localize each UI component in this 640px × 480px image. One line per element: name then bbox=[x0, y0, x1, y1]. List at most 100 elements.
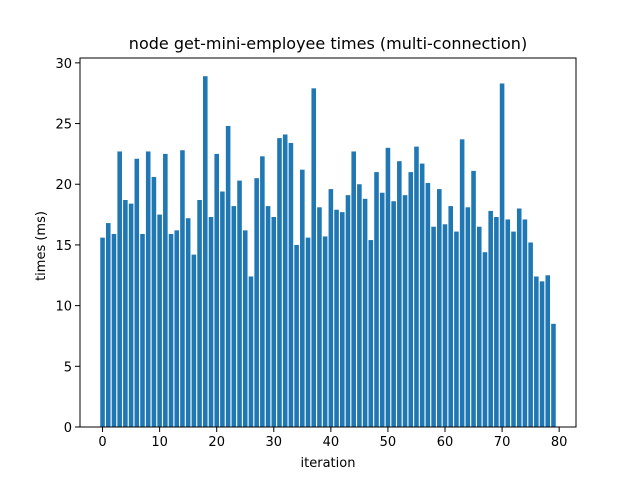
chart-title: node get-mini-employee times (multi-conn… bbox=[129, 34, 527, 53]
bar-32 bbox=[282, 134, 288, 427]
bar-68 bbox=[488, 210, 493, 427]
bar-10 bbox=[157, 214, 162, 427]
bar-15 bbox=[185, 218, 191, 427]
bar-34 bbox=[294, 244, 299, 427]
bar-53 bbox=[402, 195, 408, 427]
y-tick-label: 10 bbox=[55, 300, 72, 315]
x-tick-label: 60 bbox=[437, 435, 454, 450]
bar-41 bbox=[334, 209, 339, 427]
bar-72 bbox=[511, 231, 516, 427]
bar-12 bbox=[168, 234, 174, 427]
bar-14 bbox=[180, 150, 185, 427]
bar-63 bbox=[459, 139, 465, 427]
bar-8 bbox=[145, 151, 151, 427]
bar-76 bbox=[534, 276, 539, 427]
bar-74 bbox=[522, 219, 528, 427]
bar-38 bbox=[317, 207, 322, 427]
y-axis-label: times (ms) bbox=[34, 211, 49, 281]
bar-79 bbox=[551, 323, 556, 427]
bar-66 bbox=[476, 226, 482, 427]
bar-33 bbox=[288, 142, 294, 427]
bar-59 bbox=[437, 189, 442, 427]
x-tick-label: 40 bbox=[323, 435, 340, 450]
bar-46 bbox=[362, 198, 368, 427]
x-tick-label: 10 bbox=[151, 435, 168, 450]
y-tick-label: 20 bbox=[55, 178, 72, 193]
x-axis-label: iteration bbox=[301, 456, 356, 471]
bar-1 bbox=[105, 223, 111, 427]
bar-70 bbox=[499, 83, 505, 428]
bar-45 bbox=[357, 184, 362, 427]
bar-30 bbox=[271, 217, 277, 427]
bar-77 bbox=[539, 281, 545, 427]
bar-69 bbox=[494, 217, 499, 427]
bar-19 bbox=[208, 217, 214, 427]
bar-31 bbox=[277, 138, 282, 428]
axes-frame bbox=[79, 57, 577, 428]
bar-43 bbox=[345, 195, 351, 427]
bar-75 bbox=[528, 242, 533, 427]
bar-20 bbox=[214, 153, 219, 427]
bar-64 bbox=[465, 207, 471, 427]
bar-6 bbox=[134, 158, 140, 427]
bar-60 bbox=[442, 224, 448, 427]
bar-73 bbox=[516, 208, 522, 427]
bar-67 bbox=[482, 252, 488, 427]
bar-2 bbox=[111, 234, 117, 427]
y-tick-label: 0 bbox=[64, 421, 72, 436]
y-axis-ticks: 0 5 10 15 20 25 30 bbox=[55, 57, 80, 436]
bars-group bbox=[100, 76, 556, 428]
bar-29 bbox=[265, 206, 271, 427]
y-tick-label: 5 bbox=[64, 360, 72, 375]
bar-25 bbox=[242, 230, 248, 427]
bar-26 bbox=[248, 276, 254, 427]
bar-52 bbox=[397, 161, 402, 428]
bar-27 bbox=[254, 178, 259, 427]
y-tick-label: 15 bbox=[55, 239, 72, 254]
x-tick-label: 80 bbox=[551, 435, 568, 450]
bar-3 bbox=[117, 151, 122, 427]
bar-0 bbox=[100, 237, 105, 427]
bar-58 bbox=[431, 226, 436, 427]
bar-18 bbox=[203, 76, 208, 428]
bar-78 bbox=[545, 275, 551, 427]
bar-56 bbox=[419, 163, 425, 427]
bar-17 bbox=[197, 200, 202, 427]
bar-24 bbox=[237, 180, 242, 427]
bar-42 bbox=[339, 212, 345, 427]
bar-37 bbox=[311, 88, 317, 427]
bar-22 bbox=[225, 125, 231, 427]
x-tick-label: 20 bbox=[208, 435, 225, 450]
bar-62 bbox=[454, 231, 459, 427]
bar-71 bbox=[505, 219, 511, 427]
x-tick-label: 50 bbox=[380, 435, 397, 450]
bar-13 bbox=[174, 230, 180, 427]
bar-21 bbox=[220, 191, 225, 427]
bar-16 bbox=[191, 254, 197, 427]
bar-65 bbox=[471, 170, 476, 427]
bar-50 bbox=[385, 147, 391, 427]
bar-40 bbox=[328, 189, 334, 427]
bar-7 bbox=[140, 234, 145, 427]
bar-49 bbox=[379, 192, 385, 427]
bar-57 bbox=[425, 183, 431, 427]
bar-51 bbox=[391, 201, 396, 427]
bar-23 bbox=[231, 206, 237, 427]
bar-54 bbox=[408, 172, 414, 427]
bar-47 bbox=[368, 240, 374, 427]
x-tick-label: 70 bbox=[494, 435, 511, 450]
x-tick-label: 0 bbox=[98, 435, 106, 450]
bar-39 bbox=[322, 236, 328, 427]
bar-28 bbox=[260, 156, 265, 427]
y-tick-label: 30 bbox=[55, 57, 72, 72]
bar-44 bbox=[351, 151, 356, 427]
bar-55 bbox=[414, 146, 419, 428]
bar-4 bbox=[123, 200, 128, 427]
bar-61 bbox=[448, 206, 453, 427]
bar-35 bbox=[300, 169, 305, 428]
x-tick-label: 30 bbox=[266, 435, 283, 450]
bar-5 bbox=[128, 203, 134, 427]
y-tick-label: 25 bbox=[55, 118, 72, 133]
bar-48 bbox=[374, 172, 379, 427]
